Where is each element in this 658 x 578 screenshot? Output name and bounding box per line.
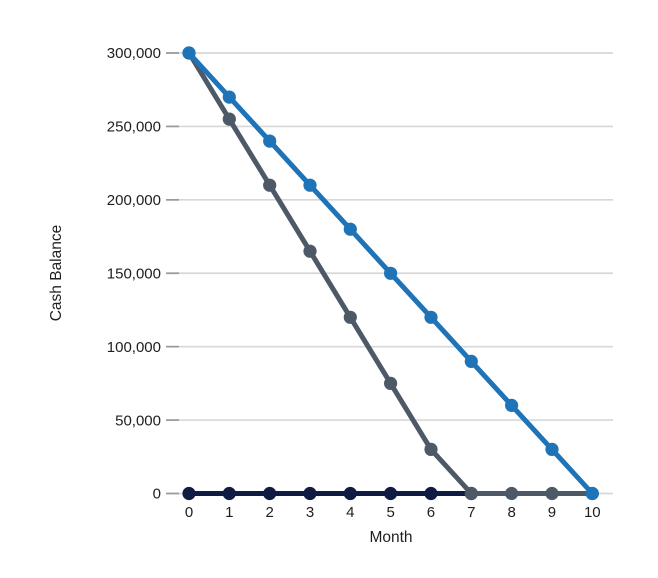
series-marker-blue-line <box>424 310 438 324</box>
series-marker-gray-line <box>464 486 478 501</box>
series-marker-blue-line <box>222 90 236 104</box>
y-tick-label: 200,000 <box>107 192 161 209</box>
x-tick-label: 10 <box>584 504 601 521</box>
x-tick-label: 0 <box>185 504 193 521</box>
series-marker-gray-line <box>545 486 559 501</box>
series-marker-navy-flat-zero-line <box>222 486 236 501</box>
y-tick-label: 150,000 <box>107 265 161 282</box>
series-marker-gray-line <box>424 442 438 456</box>
series-marker-blue-line <box>182 46 196 60</box>
y-tick-label: 0 <box>153 486 161 503</box>
series-marker-navy-flat-zero-line <box>384 486 398 501</box>
series-marker-gray-line <box>263 178 277 192</box>
series-marker-blue-line <box>343 222 357 236</box>
series-marker-gray-line <box>505 486 519 501</box>
series-marker-navy-flat-zero-line <box>424 486 438 501</box>
series-marker-navy-flat-zero-line <box>263 486 277 501</box>
x-axis-title: Month <box>369 529 413 546</box>
x-tick-label: 4 <box>346 504 354 521</box>
series-marker-gray-line <box>343 310 357 324</box>
x-tick-label: 2 <box>265 504 273 521</box>
y-tick-label: 50,000 <box>115 412 161 429</box>
series-marker-gray-line <box>384 376 398 390</box>
x-tick-label: 3 <box>306 504 314 521</box>
y-tick-label: 100,000 <box>107 339 161 356</box>
x-tick-label: 6 <box>427 504 435 521</box>
x-tick-label: 1 <box>225 504 233 521</box>
x-tick-label: 5 <box>386 504 394 521</box>
x-tick-label: 7 <box>467 504 475 521</box>
x-tick-label: 9 <box>548 504 556 521</box>
series-marker-blue-line <box>545 442 559 456</box>
series-marker-navy-flat-zero-line <box>182 486 196 501</box>
series-marker-blue-line <box>585 486 599 501</box>
y-tick-label: 300,000 <box>107 45 161 62</box>
y-tick-label: 250,000 <box>107 119 161 136</box>
series-marker-blue-line <box>303 178 317 192</box>
series-marker-gray-line <box>222 112 236 126</box>
series-marker-blue-line <box>384 266 398 280</box>
series-marker-blue-line <box>505 398 519 412</box>
series-marker-blue-line <box>464 354 478 368</box>
series-marker-navy-flat-zero-line <box>303 486 317 501</box>
y-axis-title: Cash Balance <box>48 224 65 322</box>
series-marker-blue-line <box>263 134 277 148</box>
series-marker-gray-line <box>303 244 317 258</box>
x-tick-label: 8 <box>507 504 515 521</box>
series-marker-navy-flat-zero-line <box>343 486 357 501</box>
